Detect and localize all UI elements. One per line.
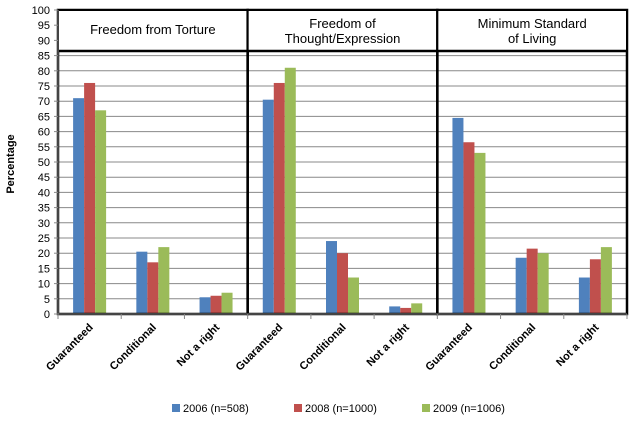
y-tick-label: 0 <box>44 309 50 321</box>
panel-title-box <box>438 11 626 51</box>
y-tick-label: 50 <box>38 157 50 169</box>
x-tick-label: Conditional <box>108 322 159 373</box>
y-tick-label: 65 <box>38 111 50 123</box>
x-tick-label: Guaranteed <box>44 322 96 374</box>
bar <box>273 82 285 315</box>
bar <box>262 99 274 315</box>
y-tick-label: 75 <box>38 81 50 93</box>
y-tick-label: 15 <box>38 263 50 275</box>
x-tick-label: Not a right <box>364 321 412 369</box>
bar <box>578 277 590 314</box>
legend-label: 2009 (n=1006) <box>433 403 505 415</box>
bars <box>73 67 612 315</box>
y-tick-label: 20 <box>38 248 50 260</box>
bar <box>600 247 612 314</box>
bar <box>84 82 96 315</box>
y-tick-label: 70 <box>38 96 50 108</box>
legend-swatch <box>294 404 302 412</box>
bar <box>389 306 401 314</box>
bar <box>589 259 601 314</box>
bar <box>147 262 159 314</box>
bar <box>221 292 233 314</box>
bar <box>537 253 549 314</box>
x-axis: Guaranteed Conditional Not a right Guarante… <box>44 313 628 374</box>
legend-label: 2008 (n=1000) <box>305 403 377 415</box>
y-tick-label: 55 <box>38 142 50 154</box>
y-tick-label: 80 <box>38 66 50 78</box>
y-axis: 0 5 10 15 20 25 30 35 40 45 50 55 60 65 70 75 80 85 90 95 10… <box>32 5 59 321</box>
x-tick-label: Conditional <box>487 322 538 373</box>
bar <box>348 277 359 314</box>
bar <box>136 251 148 314</box>
legend-swatch <box>172 404 180 412</box>
y-tick-label: 5 <box>44 294 50 306</box>
bar <box>515 257 527 314</box>
legend: 2006 (n=508) 2008 (n=1000) 2009 (n=1006) <box>172 403 505 415</box>
y-tick-label: 30 <box>38 218 50 230</box>
bar <box>526 248 538 314</box>
x-tick-label: Conditional <box>297 322 348 373</box>
panel-title: Freedom of Thought/Expression <box>285 16 401 46</box>
bar <box>326 241 337 314</box>
panel-title-box <box>248 11 437 51</box>
bar <box>210 295 222 314</box>
y-tick-label: 25 <box>38 233 50 245</box>
y-tick-label: 40 <box>38 187 50 199</box>
bar <box>400 307 412 314</box>
y-axis-label: Percentage <box>5 134 17 193</box>
y-tick-label: 85 <box>38 51 50 63</box>
y-tick-label: 90 <box>38 35 50 47</box>
bar <box>284 67 296 314</box>
legend-label: 2006 (n=508) <box>183 403 249 415</box>
panel-title-box <box>59 11 247 51</box>
panel-title: Freedom from Torture <box>90 22 215 37</box>
y-tick-label: 95 <box>38 20 50 32</box>
bar <box>463 142 475 314</box>
bar <box>474 152 486 314</box>
x-tick-label: Guaranteed <box>234 322 286 374</box>
y-tick-label: 45 <box>38 172 50 184</box>
bar <box>95 110 107 314</box>
bar <box>199 297 211 314</box>
x-tick-label: Guaranteed <box>423 322 475 374</box>
y-tick-label: 35 <box>38 203 50 215</box>
y-tick-label: 10 <box>38 279 50 291</box>
grid-lines <box>58 9 627 315</box>
bar <box>411 303 423 314</box>
bar <box>452 117 464 314</box>
bar <box>337 253 348 314</box>
y-tick-label: 60 <box>38 127 50 139</box>
x-tick-label: Not a right <box>554 321 602 369</box>
panel-title: Minimum Standard of Living <box>478 16 587 46</box>
legend-swatch <box>422 404 430 412</box>
x-tick-label: Not a right <box>175 321 223 369</box>
y-tick-label: 100 <box>32 5 50 17</box>
bar <box>158 247 170 314</box>
bar <box>73 98 85 314</box>
